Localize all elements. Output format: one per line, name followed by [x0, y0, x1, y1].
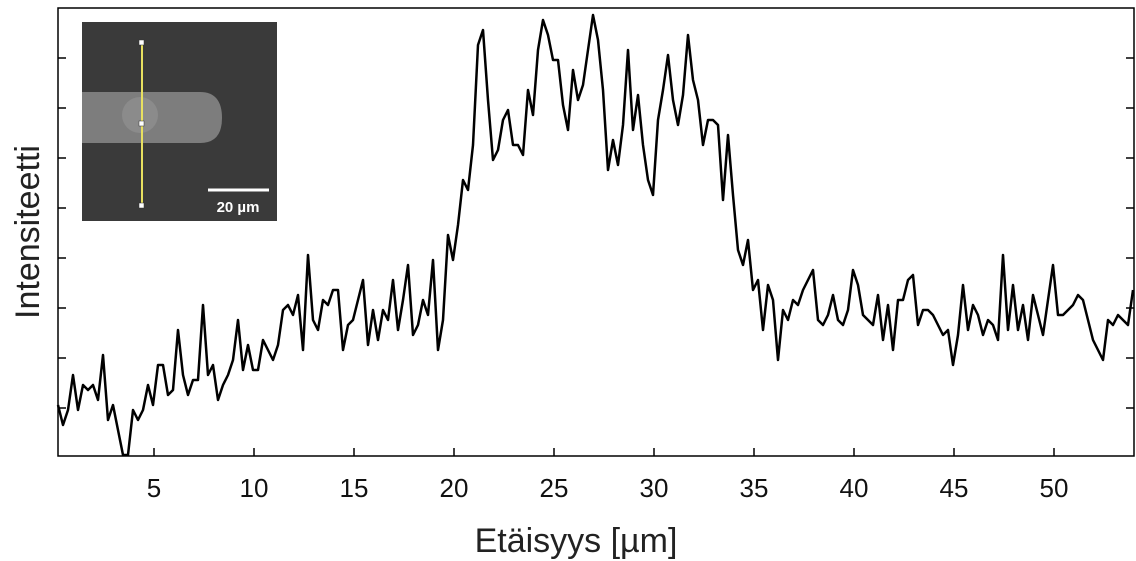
plot-frame: [57, 7, 1135, 457]
x-tick-label: 25: [540, 473, 569, 503]
x-tick-label: 15: [340, 473, 369, 503]
y-axis-label: Intensiteetti: [9, 145, 47, 319]
x-tick-label: 5: [147, 473, 161, 503]
data-line: [56, 13, 1135, 457]
scale-bar-label: 20 µm: [217, 199, 260, 216]
x-axis-label: Etäisyys [µm]: [475, 522, 678, 560]
x-tick-label: 45: [940, 473, 969, 503]
x-tick-label: 40: [840, 473, 869, 503]
x-tick-label: 10: [240, 473, 269, 503]
x-tick-label: 20: [440, 473, 469, 503]
x-tick-label: 35: [740, 473, 769, 503]
x-tick-label: 50: [1040, 473, 1069, 503]
inset-image: 20 µm: [82, 22, 277, 221]
x-tick-label: 30: [640, 473, 669, 503]
